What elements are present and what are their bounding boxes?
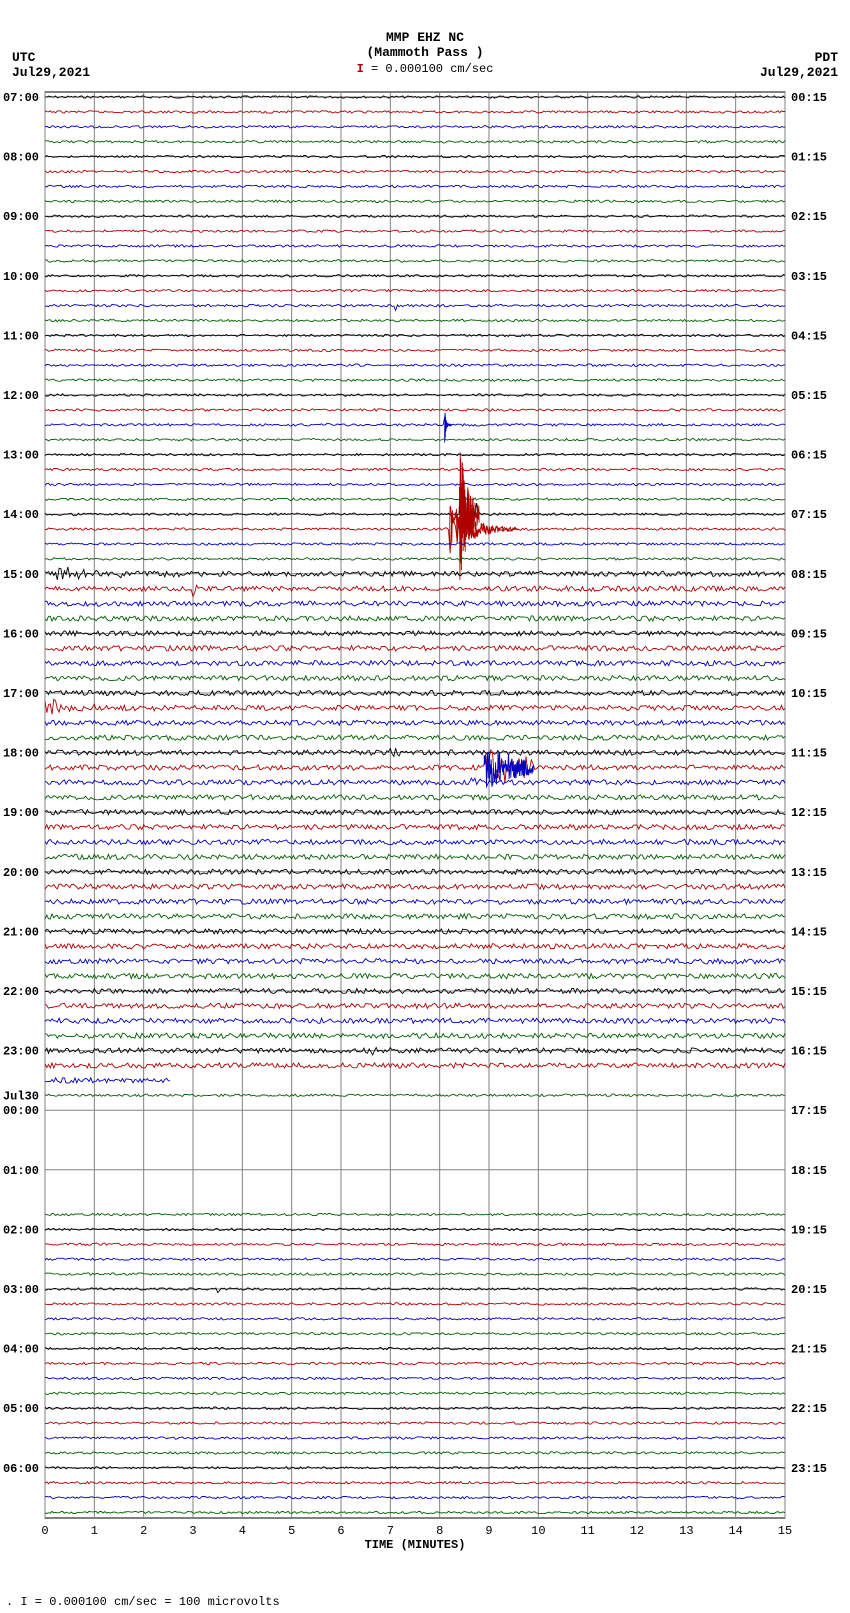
svg-text:10:15: 10:15 <box>791 687 827 701</box>
svg-text:21:00: 21:00 <box>3 925 39 939</box>
scale-legend: I = 0.000100 cm/sec <box>0 62 850 76</box>
scale-text: = 0.000100 cm/sec <box>371 62 493 76</box>
svg-text:18:00: 18:00 <box>3 747 39 761</box>
svg-text:11:00: 11:00 <box>3 329 39 343</box>
svg-text:14: 14 <box>728 1524 742 1538</box>
svg-text:Jul30: Jul30 <box>3 1089 39 1103</box>
svg-text:00:00: 00:00 <box>3 1104 39 1118</box>
svg-text:23:00: 23:00 <box>3 1045 39 1059</box>
svg-text:14:15: 14:15 <box>791 925 827 939</box>
svg-text:06:00: 06:00 <box>3 1462 39 1476</box>
date-right: Jul29,2021 <box>760 65 838 80</box>
svg-text:08:15: 08:15 <box>791 568 827 582</box>
svg-text:9: 9 <box>485 1524 492 1538</box>
svg-text:10:00: 10:00 <box>3 270 39 284</box>
svg-text:5: 5 <box>288 1524 295 1538</box>
svg-text:12: 12 <box>630 1524 644 1538</box>
svg-text:2: 2 <box>140 1524 147 1538</box>
svg-text:4: 4 <box>239 1524 246 1538</box>
svg-text:02:15: 02:15 <box>791 210 827 224</box>
svg-text:22:00: 22:00 <box>3 985 39 999</box>
svg-text:06:15: 06:15 <box>791 449 827 463</box>
footer-scale: . I = 0.000100 cm/sec = 100 microvolts <box>6 1595 280 1609</box>
svg-text:11: 11 <box>580 1524 594 1538</box>
svg-text:04:15: 04:15 <box>791 329 827 343</box>
svg-text:1: 1 <box>91 1524 98 1538</box>
svg-text:16:15: 16:15 <box>791 1045 827 1059</box>
svg-text:09:15: 09:15 <box>791 627 827 641</box>
svg-text:04:00: 04:00 <box>3 1343 39 1357</box>
svg-text:11:15: 11:15 <box>791 747 827 761</box>
svg-text:14:00: 14:00 <box>3 508 39 522</box>
svg-text:10: 10 <box>531 1524 545 1538</box>
svg-text:00:15: 00:15 <box>791 91 827 105</box>
svg-text:12:00: 12:00 <box>3 389 39 403</box>
svg-text:13:00: 13:00 <box>3 449 39 463</box>
timezone-left: UTC <box>12 50 35 65</box>
svg-text:18:15: 18:15 <box>791 1164 827 1178</box>
svg-text:22:15: 22:15 <box>791 1402 827 1416</box>
svg-text:15: 15 <box>778 1524 792 1538</box>
svg-text:16:00: 16:00 <box>3 627 39 641</box>
svg-text:6: 6 <box>337 1524 344 1538</box>
svg-text:13:15: 13:15 <box>791 866 827 880</box>
svg-text:07:00: 07:00 <box>3 91 39 105</box>
svg-text:15:15: 15:15 <box>791 985 827 999</box>
timezone-right: PDT <box>815 50 838 65</box>
svg-text:01:00: 01:00 <box>3 1164 39 1178</box>
svg-text:05:15: 05:15 <box>791 389 827 403</box>
svg-text:TIME (MINUTES): TIME (MINUTES) <box>365 1538 466 1552</box>
scale-bar-icon: I <box>357 62 364 76</box>
svg-text:7: 7 <box>387 1524 394 1538</box>
svg-text:09:00: 09:00 <box>3 210 39 224</box>
svg-text:8: 8 <box>436 1524 443 1538</box>
svg-text:12:15: 12:15 <box>791 806 827 820</box>
svg-text:08:00: 08:00 <box>3 151 39 165</box>
svg-text:02:00: 02:00 <box>3 1223 39 1237</box>
svg-text:20:15: 20:15 <box>791 1283 827 1297</box>
svg-text:07:15: 07:15 <box>791 508 827 522</box>
svg-text:01:15: 01:15 <box>791 151 827 165</box>
svg-text:20:00: 20:00 <box>3 866 39 880</box>
svg-text:0: 0 <box>41 1524 48 1538</box>
svg-text:21:15: 21:15 <box>791 1343 827 1357</box>
svg-text:19:00: 19:00 <box>3 806 39 820</box>
date-left: Jul29,2021 <box>12 65 90 80</box>
svg-text:19:15: 19:15 <box>791 1223 827 1237</box>
svg-text:03:00: 03:00 <box>3 1283 39 1297</box>
svg-text:13: 13 <box>679 1524 693 1538</box>
station-location: (Mammoth Pass ) <box>0 45 850 60</box>
svg-text:03:15: 03:15 <box>791 270 827 284</box>
svg-text:3: 3 <box>189 1524 196 1538</box>
svg-text:05:00: 05:00 <box>3 1402 39 1416</box>
seismogram-plot: 0123456789101112131415TIME (MINUTES)07:0… <box>45 88 785 1558</box>
svg-text:17:00: 17:00 <box>3 687 39 701</box>
station-title: MMP EHZ NC <box>0 30 850 45</box>
svg-text:15:00: 15:00 <box>3 568 39 582</box>
svg-text:17:15: 17:15 <box>791 1104 827 1118</box>
svg-text:23:15: 23:15 <box>791 1462 827 1476</box>
